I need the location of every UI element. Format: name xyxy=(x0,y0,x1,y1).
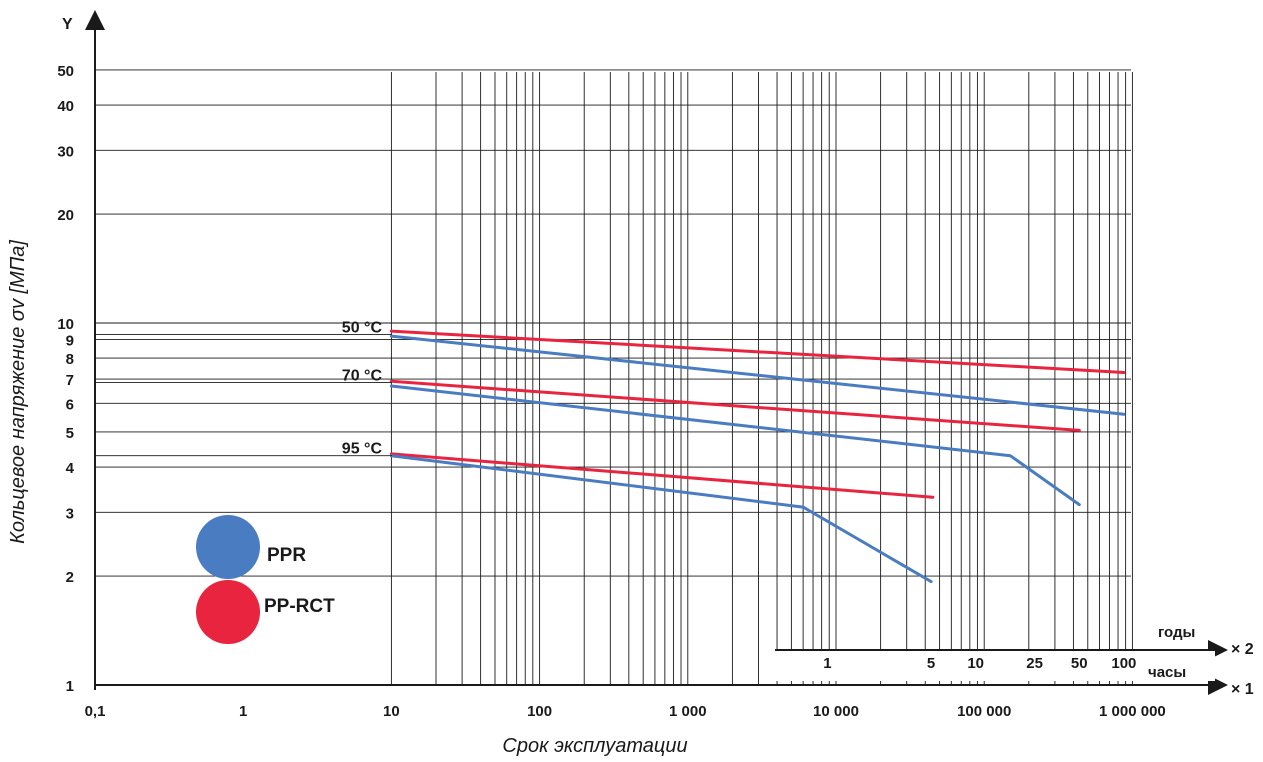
series-line xyxy=(389,334,1126,416)
x-unit-years: годы xyxy=(1158,624,1195,641)
data-series xyxy=(389,329,1126,584)
y-tick-label: 8 xyxy=(66,351,74,368)
y-tick-label: 30 xyxy=(57,143,74,160)
y-tick-label: 20 xyxy=(57,207,74,224)
x-year-tick-label: 10 xyxy=(967,655,984,672)
legend-pp-rct-label: PP-RCT xyxy=(264,596,335,617)
tick-labels: 0,1 1 10 100 1 000 10 000 100 000 1 000 000 1 2 3 4… xyxy=(57,63,1195,720)
years-band-mask xyxy=(775,651,1215,681)
x-year-tick-label: 1 xyxy=(823,655,831,672)
series-line xyxy=(389,454,933,584)
y-tick-label: 2 xyxy=(66,569,74,586)
temperature-label: 95 °C xyxy=(342,441,383,458)
x-tick-label: 0,1 xyxy=(85,703,106,720)
series-line xyxy=(389,379,1081,432)
series-line xyxy=(389,452,935,499)
legend: PPR PP-RCT xyxy=(196,515,335,644)
y-axis-symbol: Y xyxy=(62,16,73,33)
y-tick-label: 9 xyxy=(66,333,74,350)
y-tick-label: 5 xyxy=(66,425,74,442)
temperature-label: 70 °C xyxy=(342,367,383,384)
grid-lines xyxy=(95,69,1133,685)
y-tick-label: 10 xyxy=(57,316,74,333)
x-year-tick-label: 25 xyxy=(1026,655,1043,672)
x-tick-label: 10 000 xyxy=(813,703,859,720)
x-tick-label: 1 000 xyxy=(669,703,707,720)
x-tick-label: 1 000 000 xyxy=(1099,703,1166,720)
x-multiplier-years: × 2 xyxy=(1231,641,1254,658)
x-tick-label: 100 xyxy=(527,703,552,720)
x-tick-label: 100 000 xyxy=(957,703,1011,720)
temperature-label: 50 °C xyxy=(342,319,383,336)
y-tick-label: 50 xyxy=(57,63,74,80)
y-tick-label: 6 xyxy=(66,396,74,413)
x-axis-title: Срок эксплуатации xyxy=(502,735,687,757)
x-year-tick-label: 100 xyxy=(1111,655,1136,672)
axes xyxy=(85,10,1228,695)
y-axis-title: Кольцевое напряжение σv [МПа] xyxy=(7,240,29,544)
legend-pp-rct-swatch xyxy=(196,580,260,644)
x-multiplier-hours: × 1 xyxy=(1231,681,1254,698)
legend-ppr-swatch xyxy=(196,515,260,579)
y-tick-label: 40 xyxy=(57,98,74,115)
x-year-tick-label: 5 xyxy=(927,655,935,672)
y-tick-label: 1 xyxy=(66,678,74,695)
x-tick-label: 10 xyxy=(383,703,400,720)
y-tick-label: 4 xyxy=(66,460,75,477)
x-unit-hours: часы xyxy=(1148,664,1186,681)
y-tick-label: 7 xyxy=(66,372,74,389)
series-line xyxy=(389,329,1126,374)
x-year-tick-label: 50 xyxy=(1071,655,1088,672)
series-line xyxy=(389,384,1081,507)
x-tick-label: 1 xyxy=(239,703,247,720)
legend-ppr-label: PPR xyxy=(267,545,306,566)
y-tick-label: 3 xyxy=(66,505,74,522)
